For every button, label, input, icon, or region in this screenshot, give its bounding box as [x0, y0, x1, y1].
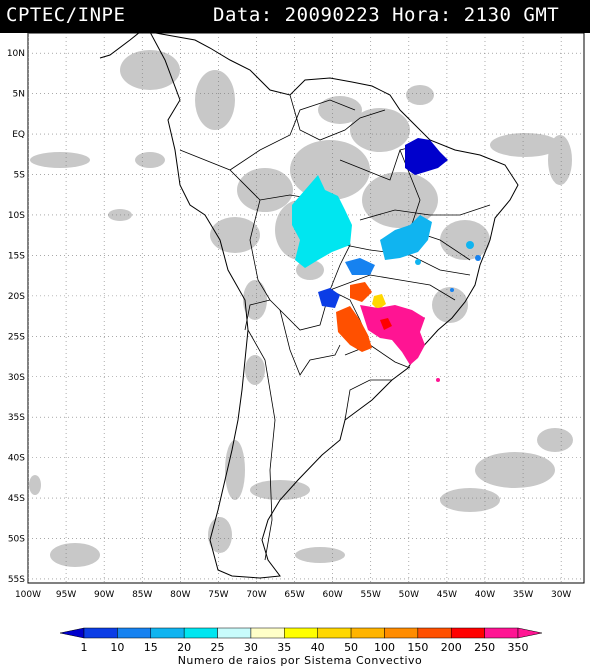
legend-swatch [117, 627, 152, 639]
lon-label: 95W [56, 590, 76, 600]
latitude-labels: 10N 5N EQ 5S 10S 15S 20S 25S 30S 35S 40S 45S 50S 55S [7, 49, 25, 585]
lat-label: 5N [13, 90, 25, 100]
lat-label: 30S [8, 373, 25, 383]
lat-label: 10S [8, 211, 25, 221]
system-pink [360, 305, 425, 365]
convective-systems [292, 138, 481, 382]
legend-swatch [384, 627, 419, 639]
lat-label: 50S [8, 535, 25, 545]
legend-swatch [484, 627, 519, 639]
lat-label: EQ [12, 130, 25, 140]
legend-label: 25 [211, 641, 225, 654]
lon-label: 55W [361, 590, 381, 600]
legend-swatch [217, 627, 252, 639]
legend-label: 35 [277, 641, 291, 654]
legend-label: 40 [311, 641, 325, 654]
lon-label: 80W [170, 590, 190, 600]
legend-label: 200 [441, 641, 462, 654]
system-blue-west [318, 288, 340, 308]
lon-label: 85W [132, 590, 152, 600]
legend-swatch [450, 627, 485, 639]
system-yellow [372, 294, 386, 310]
legend-swatch [317, 627, 352, 639]
lon-label: 35W [513, 590, 533, 600]
legend-label: 10 [110, 641, 124, 654]
lat-label: 5S [14, 171, 26, 181]
lat-label: 35S [8, 413, 25, 423]
coastlines [99, 33, 519, 579]
legend-swatch [83, 627, 118, 639]
lat-label: 20S [8, 292, 25, 302]
legend-swatch [350, 627, 385, 639]
lon-label: 40W [475, 590, 495, 600]
legend-label: 100 [374, 641, 395, 654]
lon-label: 65W [284, 590, 304, 600]
legend-label: 20 [177, 641, 191, 654]
system-orange-north [350, 282, 372, 302]
legend-swatch-low [59, 627, 85, 639]
system-dark-blue [405, 138, 448, 175]
system-light-blue-east [380, 215, 432, 260]
legend-swatch [417, 627, 452, 639]
legend-colorbar [59, 627, 543, 639]
legend-label: 30 [244, 641, 258, 654]
lat-label: 15S [8, 251, 25, 261]
legend-label: 250 [474, 641, 495, 654]
system-cyan-large [292, 175, 352, 268]
lat-label: 40S [8, 454, 25, 464]
map-frame [27, 32, 585, 584]
legend-swatch-high [517, 627, 543, 639]
legend-label: 1 [81, 641, 88, 654]
system-red-small [380, 318, 392, 330]
legend-swatch [284, 627, 318, 639]
lat-lon-grid [28, 33, 584, 583]
longitude-labels: 100W 95W 90W 85W 80W 75W 70W 65W 60W 55W 50W 45W 40W… [15, 590, 571, 600]
lon-label: 60W [322, 590, 342, 600]
lat-label: 55S [8, 575, 25, 585]
legend-title: Numero de raios por Sistema Convectivo [177, 654, 423, 667]
title-bar: CPTEC/INPE Data: 20090223 Hora: 2130 GMT [0, 0, 590, 33]
system-light-blue-mid [345, 258, 375, 275]
lon-label: 100W [15, 590, 41, 600]
system-orange-south [336, 306, 372, 352]
datetime-label: Data: 20090223 Hora: 2130 GMT [213, 4, 560, 26]
legend-label: 350 [508, 641, 529, 654]
legend-labels: 1 10 15 20 25 30 35 40 50 100 150 200 250 350 [81, 641, 529, 654]
lon-label: 30W [551, 590, 571, 600]
legend-label: 150 [407, 641, 428, 654]
lat-label: 45S [8, 494, 25, 504]
lat-label: 25S [8, 332, 25, 342]
lon-label: 75W [208, 590, 228, 600]
legend-swatch [250, 627, 285, 639]
legend-swatch [150, 627, 185, 639]
agency-label: CPTEC/INPE [6, 4, 126, 26]
lon-label: 90W [94, 590, 114, 600]
lat-label: 10N [7, 49, 25, 59]
lon-label: 70W [246, 590, 266, 600]
lon-label: 50W [399, 590, 419, 600]
legend-swatch [183, 627, 218, 639]
legend-label: 50 [344, 641, 358, 654]
lon-label: 45W [437, 590, 457, 600]
legend-label: 15 [144, 641, 158, 654]
